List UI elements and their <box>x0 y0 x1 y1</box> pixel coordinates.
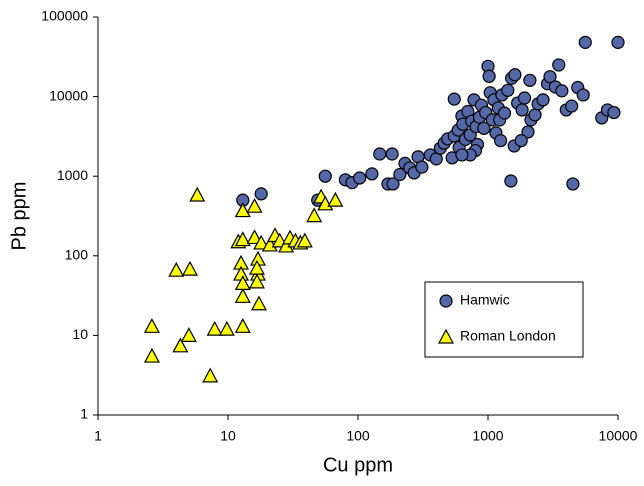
x-tick-label: 100 <box>346 428 370 444</box>
y-tick-label: 100000 <box>41 8 88 24</box>
legend-box <box>424 281 584 358</box>
circle-point <box>543 70 557 84</box>
circle-point <box>439 294 453 308</box>
triangle-point <box>234 231 251 247</box>
triangle-point <box>234 275 251 291</box>
circle-point <box>385 147 399 161</box>
circle-point <box>576 88 590 102</box>
triangle-point <box>172 337 189 353</box>
y-axis-label: Pb ppm <box>8 182 30 251</box>
triangle-point <box>437 328 455 344</box>
circle-point <box>386 177 400 191</box>
x-tick-label: 10000 <box>599 428 638 444</box>
circle-point <box>607 105 621 120</box>
circle-point <box>393 167 407 182</box>
triangle-point <box>202 367 219 383</box>
triangle-point <box>181 260 198 276</box>
circle-point <box>514 134 528 148</box>
triangle-point <box>143 318 160 333</box>
circle-point <box>477 121 491 135</box>
circle-point <box>565 99 579 113</box>
circle-point <box>501 83 515 97</box>
circle-point <box>523 73 537 87</box>
circle-point <box>611 35 625 49</box>
triangle-point <box>218 320 235 336</box>
triangle-point <box>234 318 251 333</box>
circle-point <box>365 167 379 181</box>
x-tick-label: 1 <box>94 428 102 444</box>
circle-point <box>318 169 332 183</box>
circle-point <box>497 106 512 120</box>
triangle-point <box>246 229 263 245</box>
triangle-point <box>180 327 197 342</box>
triangle-point <box>234 202 251 218</box>
circle-point <box>493 134 508 148</box>
circle-point <box>521 125 535 139</box>
triangle-point <box>253 234 270 250</box>
circle-point <box>517 91 532 105</box>
y-tick-label: 1 <box>80 406 88 422</box>
triangle-point <box>246 197 263 213</box>
triangle-point <box>327 191 344 207</box>
circle-point <box>566 177 580 191</box>
circle-point <box>552 58 566 72</box>
y-tick-label: 100 <box>65 247 89 263</box>
triangle-point <box>143 347 160 363</box>
legend-label: Hamwic <box>460 292 510 308</box>
circle-point <box>555 84 569 98</box>
x-tick-label: 1000 <box>472 428 503 444</box>
circle-point <box>504 174 518 188</box>
circle-point <box>455 148 469 162</box>
circle-point <box>536 93 550 107</box>
circle-point <box>482 69 496 83</box>
triangle-point <box>168 261 185 277</box>
circle-point <box>254 187 268 201</box>
circle-point <box>353 171 367 185</box>
triangle-point <box>189 186 206 202</box>
circle-point <box>447 92 461 106</box>
circle-point <box>415 160 429 174</box>
x-tick-label: 10 <box>220 428 236 444</box>
triangle-point <box>296 232 313 248</box>
triangle-point <box>306 207 323 223</box>
triangle-point <box>248 273 265 289</box>
legend-label: Roman London <box>460 328 556 344</box>
circle-point <box>515 103 529 117</box>
y-tick-label: 10 <box>72 326 88 342</box>
circle-point <box>508 68 522 82</box>
circle-point <box>578 35 592 49</box>
y-tick-label: 10000 <box>49 87 88 103</box>
triangle-point <box>250 295 267 311</box>
triangle-point <box>234 288 251 303</box>
x-axis-label: Cu ppm <box>323 454 393 476</box>
y-tick-label: 1000 <box>57 167 88 183</box>
triangle-point <box>206 320 223 336</box>
circle-point <box>373 147 387 161</box>
circle-point <box>528 108 542 122</box>
